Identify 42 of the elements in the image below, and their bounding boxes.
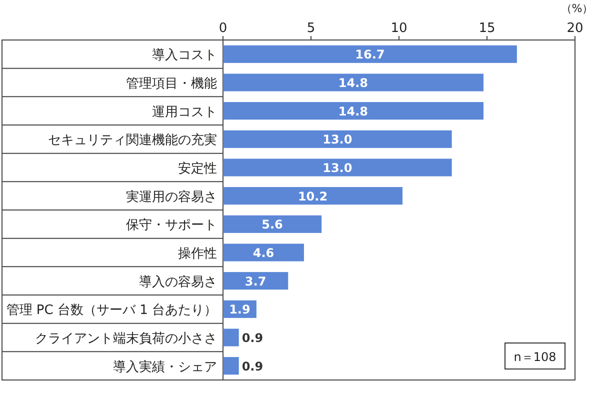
bar [223, 272, 288, 290]
y-tick-label: 導入実績・シェア [113, 358, 217, 375]
y-tick-label: 管理項目・機能 [126, 76, 217, 92]
data-label: 16.7 [355, 48, 385, 62]
bar [223, 244, 304, 262]
data-label: 0.9 [242, 331, 264, 345]
bar [223, 158, 452, 176]
x-axis-title: （%） [560, 2, 590, 15]
y-tick-label: 運用コスト [152, 104, 217, 120]
y-tick-label: 実運用の容易さ [126, 188, 217, 205]
data-label: 3.7 [244, 274, 266, 288]
y-tick-label: 操作性 [178, 246, 217, 262]
x-tick-label: 0 [218, 21, 228, 36]
bar [223, 45, 517, 63]
bar [223, 357, 239, 375]
y-tick-label: セキュリティ関連機能の充実 [48, 132, 217, 148]
x-tick-label: 20 [566, 21, 584, 36]
x-tick-label: 10 [390, 21, 408, 36]
bar [223, 328, 239, 346]
y-tick-label: 導入の容易さ [139, 274, 217, 290]
data-label: 10.2 [298, 189, 328, 204]
annotation: n＝108 [514, 350, 556, 364]
data-label: 0.9 [242, 359, 264, 374]
bar [223, 187, 403, 205]
data-label: 14.8 [338, 76, 368, 90]
data-label: 1.9 [229, 302, 250, 317]
bar [223, 74, 484, 92]
y-tick-label: 安定性 [178, 160, 217, 176]
data-label: 13.0 [322, 132, 352, 147]
y-tick-label: 管理 PC 台数（サーバ 1 台あたり） [6, 303, 217, 318]
y-tick-label: 保守・サポート [126, 218, 217, 234]
x-tick-label: 15 [478, 21, 496, 36]
x-tick-label: 5 [306, 21, 316, 36]
bar [223, 102, 484, 120]
data-label: 5.6 [262, 218, 283, 232]
y-tick-label: クライアント端末負荷の小ささ [35, 332, 217, 346]
bar [223, 130, 452, 148]
data-label: 14.8 [338, 104, 368, 118]
data-label: 4.6 [252, 246, 274, 260]
data-label: 13.0 [322, 161, 352, 175]
y-tick-label: 導入コスト [152, 48, 217, 64]
bar [223, 215, 322, 233]
